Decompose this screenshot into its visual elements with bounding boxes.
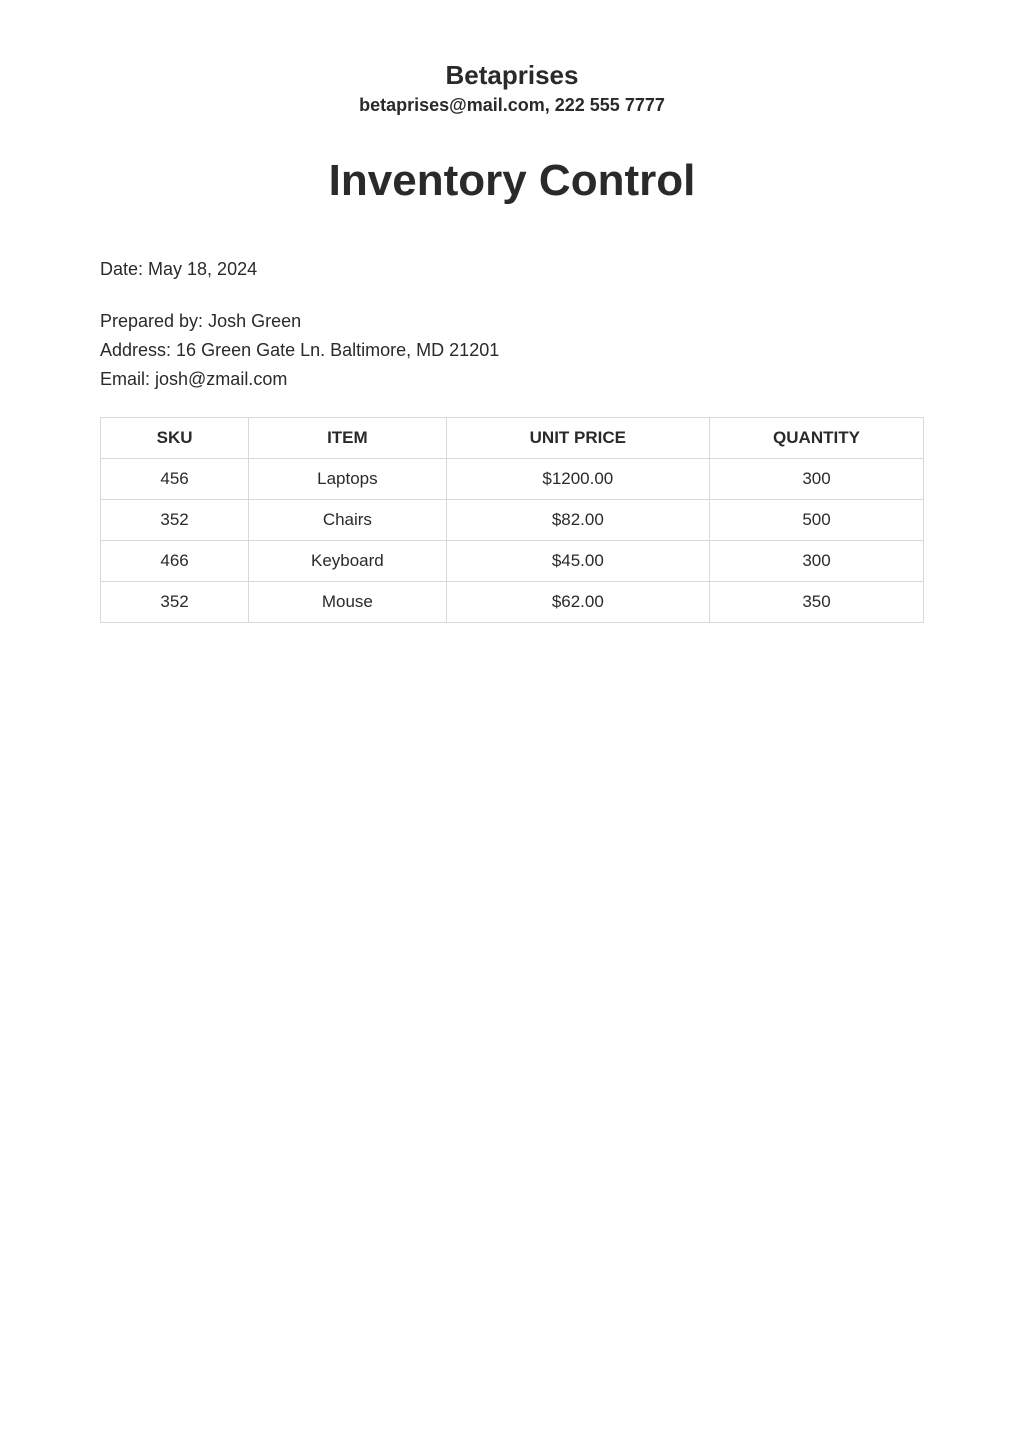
prepared-block: Prepared by: Josh Green Address: 16 Gree… bbox=[100, 307, 924, 393]
date-label: Date: bbox=[100, 259, 148, 279]
email-label: Email: bbox=[100, 369, 155, 389]
cell-unit-price: $62.00 bbox=[446, 582, 709, 623]
table-header-row: SKU ITEM UNIT PRICE QUANTITY bbox=[101, 418, 924, 459]
table-row: 456 Laptops $1200.00 300 bbox=[101, 459, 924, 500]
col-unit-price: UNIT PRICE bbox=[446, 418, 709, 459]
date-line: Date: May 18, 2024 bbox=[100, 256, 924, 283]
company-name: Betaprises bbox=[100, 60, 924, 91]
date-value: May 18, 2024 bbox=[148, 259, 257, 279]
cell-sku: 352 bbox=[101, 500, 249, 541]
col-item: ITEM bbox=[249, 418, 447, 459]
cell-item: Keyboard bbox=[249, 541, 447, 582]
cell-sku: 466 bbox=[101, 541, 249, 582]
cell-unit-price: $45.00 bbox=[446, 541, 709, 582]
table-row: 466 Keyboard $45.00 300 bbox=[101, 541, 924, 582]
table-row: 352 Mouse $62.00 350 bbox=[101, 582, 924, 623]
address-value: 16 Green Gate Ln. Baltimore, MD 21201 bbox=[176, 340, 499, 360]
address-label: Address: bbox=[100, 340, 176, 360]
cell-quantity: 300 bbox=[710, 459, 924, 500]
email-line: Email: josh@zmail.com bbox=[100, 365, 924, 394]
prepared-by-value: Josh Green bbox=[208, 311, 301, 331]
cell-sku: 352 bbox=[101, 582, 249, 623]
cell-sku: 456 bbox=[101, 459, 249, 500]
cell-quantity: 350 bbox=[710, 582, 924, 623]
prepared-by-line: Prepared by: Josh Green bbox=[100, 307, 924, 336]
col-quantity: QUANTITY bbox=[710, 418, 924, 459]
cell-item: Mouse bbox=[249, 582, 447, 623]
cell-item: Laptops bbox=[249, 459, 447, 500]
cell-item: Chairs bbox=[249, 500, 447, 541]
cell-quantity: 300 bbox=[710, 541, 924, 582]
cell-unit-price: $82.00 bbox=[446, 500, 709, 541]
table-row: 352 Chairs $82.00 500 bbox=[101, 500, 924, 541]
prepared-by-label: Prepared by: bbox=[100, 311, 208, 331]
doc-title: Inventory Control bbox=[100, 156, 924, 206]
address-line: Address: 16 Green Gate Ln. Baltimore, MD… bbox=[100, 336, 924, 365]
email-value: josh@zmail.com bbox=[155, 369, 287, 389]
company-contact: betaprises@mail.com, 222 555 7777 bbox=[100, 95, 924, 116]
inventory-table: SKU ITEM UNIT PRICE QUANTITY 456 Laptops… bbox=[100, 417, 924, 623]
cell-unit-price: $1200.00 bbox=[446, 459, 709, 500]
cell-quantity: 500 bbox=[710, 500, 924, 541]
col-sku: SKU bbox=[101, 418, 249, 459]
